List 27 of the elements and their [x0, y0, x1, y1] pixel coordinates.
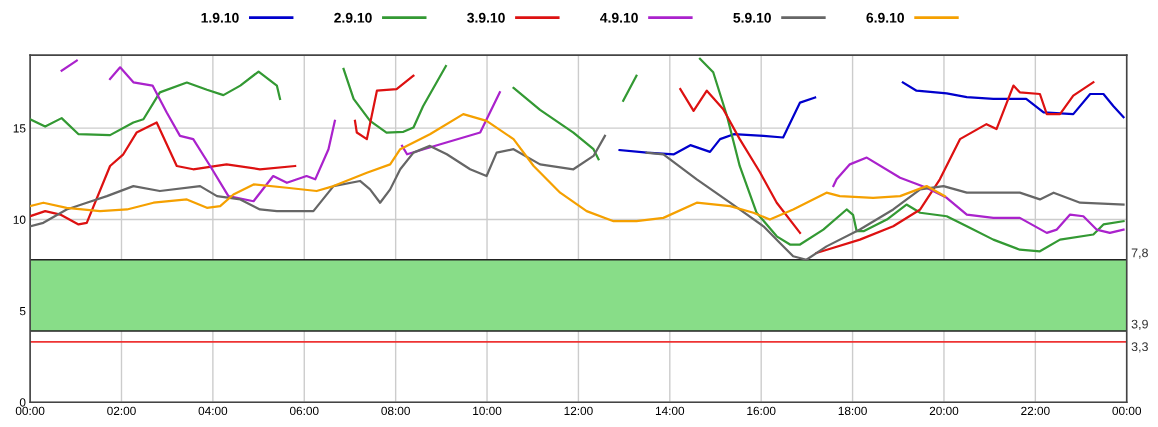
ref-line-label: 7,8 [1131, 248, 1148, 259]
ref-line-label: 3,9 [1131, 319, 1148, 330]
y-tick-label: 10 [13, 215, 26, 224]
x-tick-label: 08:00 [381, 406, 410, 416]
x-tick-label: 06:00 [289, 406, 319, 416]
x-tick-label: 16:00 [747, 406, 776, 416]
legend-label: 2.9.10 [334, 12, 372, 23]
x-tick-label: 14:00 [655, 406, 685, 416]
x-tick-label: 00:00 [15, 406, 45, 416]
x-tick-label: 04:00 [198, 406, 228, 416]
line-series [30, 112, 946, 223]
y-tick-label: 0 [19, 398, 26, 407]
legend-label: 6.9.10 [866, 12, 904, 23]
x-tick-label: 10:00 [473, 406, 502, 416]
y-tick-label: 5 [19, 307, 26, 316]
x-tick-label: 12:00 [564, 406, 593, 416]
x-tick-label: 00:00 [1112, 406, 1142, 416]
x-tick-label: 18:00 [838, 406, 867, 416]
legend-label: 1.9.10 [201, 12, 239, 23]
legend-label: 3.9.10 [467, 12, 505, 23]
legend-label: 5.9.10 [733, 12, 771, 23]
legend-label: 4.9.10 [600, 12, 638, 23]
ref-line-label: 3,3 [1131, 342, 1148, 353]
x-tick-label: 22:00 [1021, 406, 1050, 416]
y-tick-label: 15 [13, 124, 26, 133]
x-tick-label: 02:00 [107, 406, 136, 416]
x-tick-label: 20:00 [929, 406, 959, 416]
